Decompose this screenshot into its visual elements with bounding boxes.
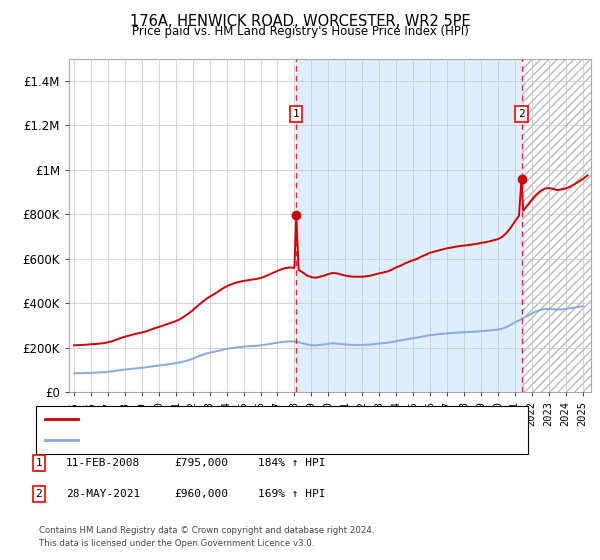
- Text: £960,000: £960,000: [174, 489, 228, 499]
- Bar: [521, 59, 591, 392]
- Text: 1: 1: [293, 109, 299, 119]
- Bar: [521, 59, 591, 392]
- Text: 1: 1: [35, 458, 43, 468]
- Text: HPI: Average price, detached house, Worcester: HPI: Average price, detached house, Worc…: [84, 435, 341, 445]
- Text: 2: 2: [35, 489, 43, 499]
- Bar: [296, 59, 521, 392]
- Bar: [69, 59, 296, 392]
- Text: 184% ↑ HPI: 184% ↑ HPI: [258, 458, 325, 468]
- Text: 169% ↑ HPI: 169% ↑ HPI: [258, 489, 325, 499]
- Text: Contains HM Land Registry data © Crown copyright and database right 2024.: Contains HM Land Registry data © Crown c…: [39, 526, 374, 535]
- Text: 176A, HENWICK ROAD, WORCESTER, WR2 5PE (detached house): 176A, HENWICK ROAD, WORCESTER, WR2 5PE (…: [84, 414, 438, 424]
- Text: 11-FEB-2008: 11-FEB-2008: [66, 458, 140, 468]
- Text: 176A, HENWICK ROAD, WORCESTER, WR2 5PE: 176A, HENWICK ROAD, WORCESTER, WR2 5PE: [130, 14, 470, 29]
- Text: Price paid vs. HM Land Registry's House Price Index (HPI): Price paid vs. HM Land Registry's House …: [131, 25, 469, 38]
- Text: 28-MAY-2021: 28-MAY-2021: [66, 489, 140, 499]
- Text: 2: 2: [518, 109, 525, 119]
- Text: This data is licensed under the Open Government Licence v3.0.: This data is licensed under the Open Gov…: [39, 539, 314, 548]
- Text: £795,000: £795,000: [174, 458, 228, 468]
